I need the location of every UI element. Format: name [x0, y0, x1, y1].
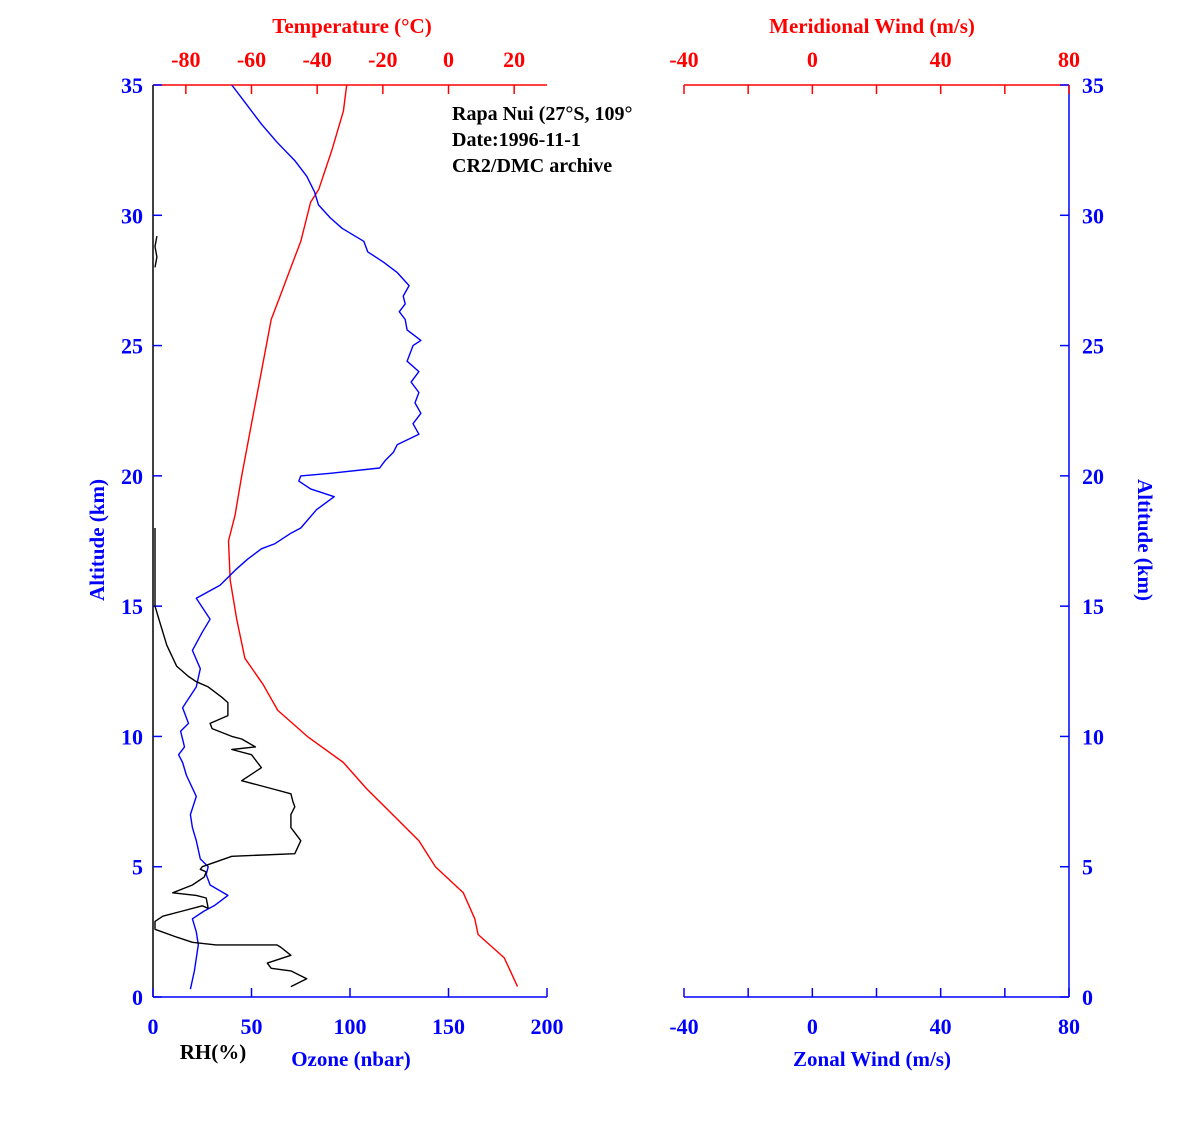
left-y-tick-label: 5: [132, 855, 143, 880]
left-top-tick-label: -40: [303, 47, 332, 72]
right-y-axis-label: Altitude (km): [1133, 479, 1157, 601]
right-panel: 0 5 10 15 20 25 30 35 -40 0 40 80 -40 0 40 80 Meridiona…: [669, 14, 1157, 1071]
series-line-ozone-nbar: [177, 84, 422, 990]
right-y-tick-label: 5: [1082, 855, 1093, 880]
left-top-tick-label: -20: [368, 47, 397, 72]
left-y-tick-label: 25: [121, 334, 143, 359]
left-top-tick-label: 20: [503, 47, 525, 72]
left-y-tick-label: 15: [121, 594, 143, 619]
chart-annotation-location: Rapa Nui (27°S, 109°: [452, 103, 632, 125]
left-bottom-axis-label: Ozone (nbar): [291, 1047, 411, 1071]
right-bottom-tick-label: 80: [1058, 1014, 1080, 1039]
left-series: [154, 84, 519, 990]
left-bottom-tick-label: 100: [334, 1014, 367, 1039]
left-panel: 0 5 10 15 20 25 30 35 0 50 100 150 200 -80 -60 -40 -20 0 2…: [85, 14, 632, 1071]
right-bottom-tick-label: 0: [807, 1014, 818, 1039]
left-y-tick-label: 30: [121, 203, 143, 228]
left-top-axis-label: Temperature (°C): [272, 14, 431, 38]
series-line-rh: [154, 235, 158, 268]
right-y-tick-label: 35: [1082, 73, 1104, 98]
left-axes: [152, 84, 548, 998]
right-y-tick-label: 20: [1082, 464, 1104, 489]
right-y-tick-label: 30: [1082, 203, 1104, 228]
right-top-tick-label: 40: [930, 47, 952, 72]
left-y-tick-label: 20: [121, 464, 143, 489]
right-top-axis-label: Meridional Wind (m/s): [769, 14, 975, 38]
right-y-tick-label: 0: [1082, 985, 1093, 1010]
left-y-tick-label: 35: [121, 73, 143, 98]
series-line-temperature-c: [227, 84, 519, 987]
series-line-rh: [154, 528, 308, 988]
right-bottom-axis-label: Zonal Wind (m/s): [793, 1047, 951, 1071]
left-y-axis-label: Altitude (km): [85, 479, 109, 601]
left-top-tick-label: -60: [237, 47, 266, 72]
rh-axis-label: RH(%): [180, 1040, 247, 1064]
right-axes: [683, 84, 1070, 998]
right-y-tick-label: 25: [1082, 334, 1104, 359]
left-bottom-tick-label: 0: [148, 1014, 159, 1039]
left-top-tick-label: -80: [171, 47, 200, 72]
left-y-tick-label: 0: [132, 985, 143, 1010]
left-bottom-tick-label: 150: [432, 1014, 465, 1039]
right-tick-labels: 0 5 10 15 20 25 30 35 -40 0 40 80 -40 0 40 80: [669, 47, 1104, 1039]
right-y-tick-label: 10: [1082, 724, 1104, 749]
right-top-tick-label: 0: [807, 47, 818, 72]
left-top-tick-label: 0: [443, 47, 454, 72]
right-bottom-tick-label: -40: [669, 1014, 698, 1039]
left-y-tick-label: 10: [121, 724, 143, 749]
right-y-tick-label: 15: [1082, 594, 1104, 619]
left-bottom-tick-label: 50: [241, 1014, 263, 1039]
right-top-tick-label: -40: [669, 47, 698, 72]
right-bottom-tick-label: 40: [930, 1014, 952, 1039]
left-tick-labels: 0 5 10 15 20 25 30 35 0 50 100 150 200 -80 -60 -40 -20 0 2…: [121, 47, 564, 1039]
chart-annotation-date: Date:1996-11-1: [452, 129, 581, 151]
chart-annotation-archive: CR2/DMC archive: [452, 155, 612, 177]
right-top-tick-label: 80: [1058, 47, 1080, 72]
left-bottom-tick-label: 200: [531, 1014, 564, 1039]
